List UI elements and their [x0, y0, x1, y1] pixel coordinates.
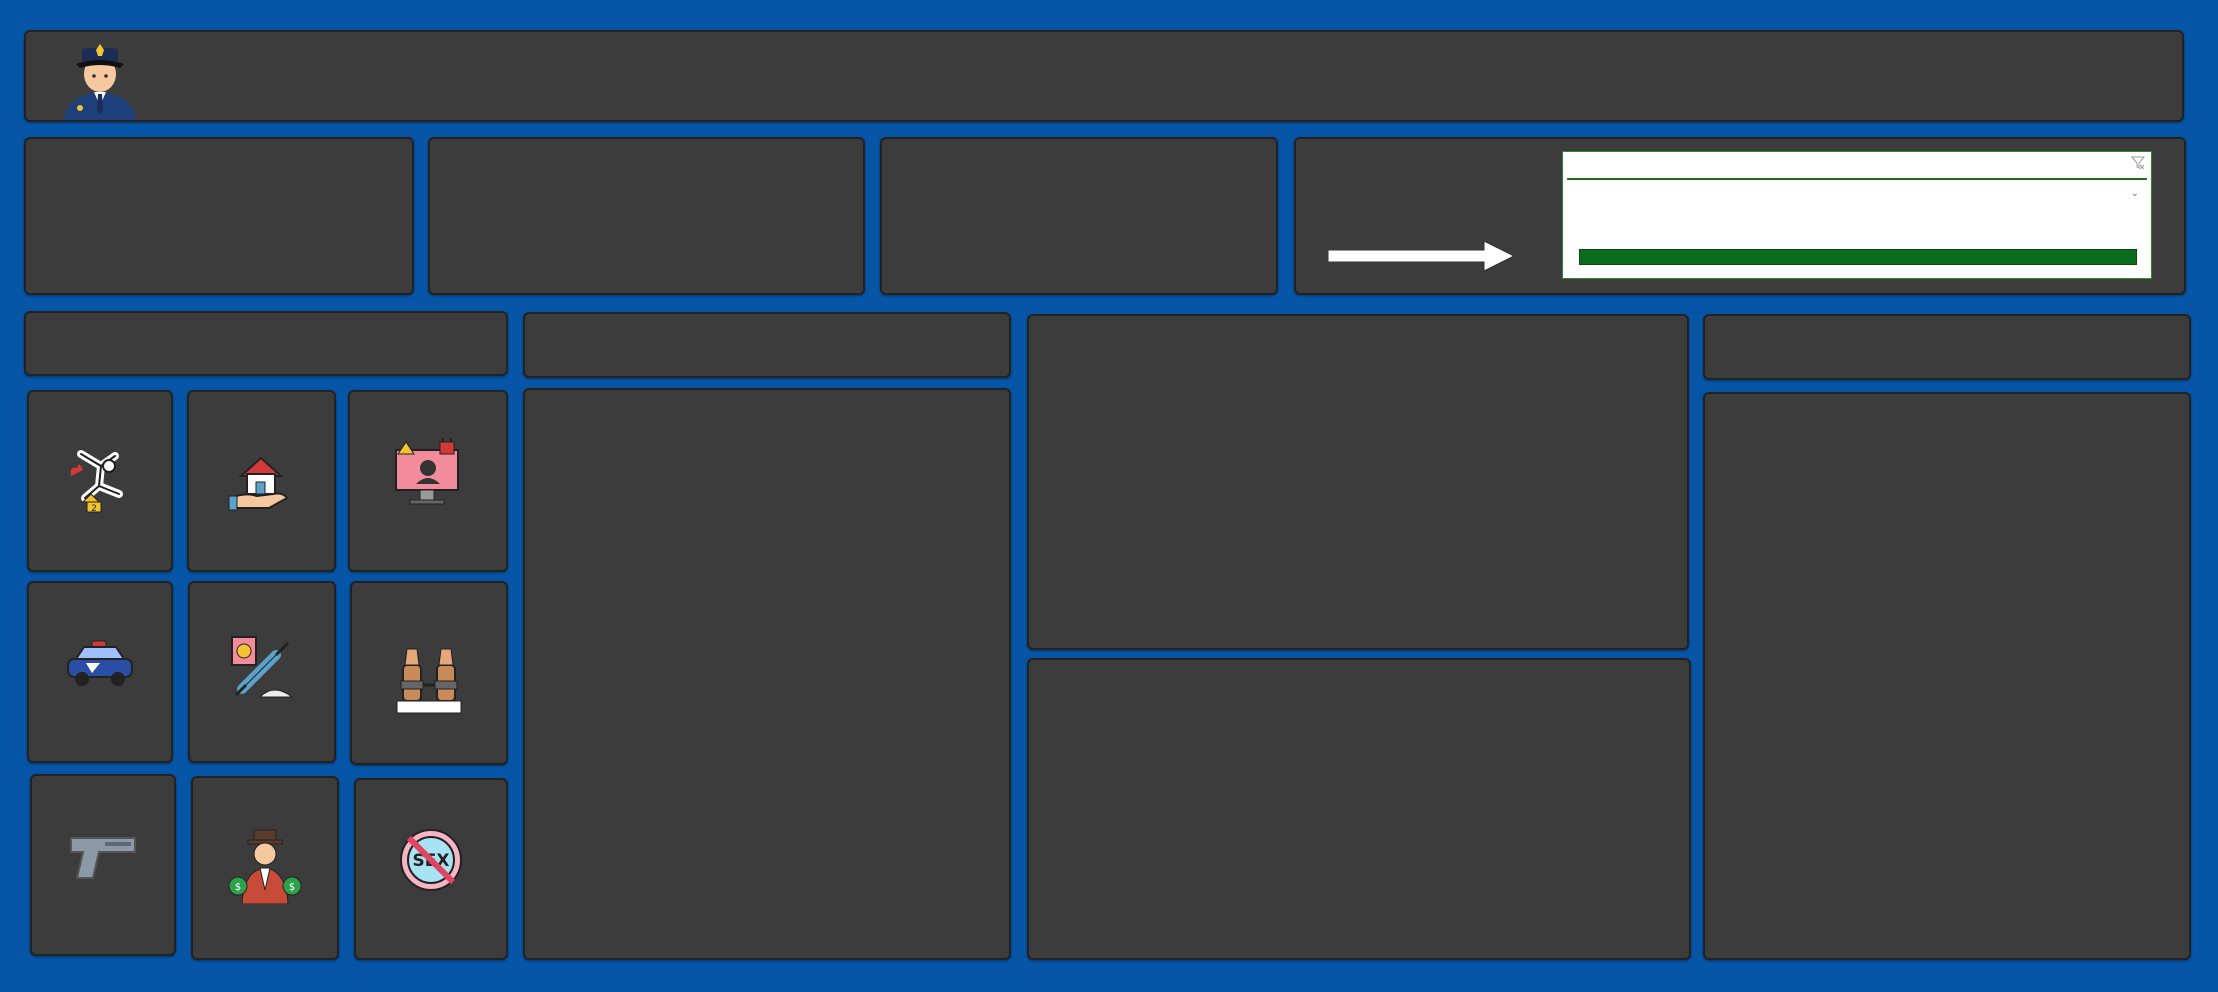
category-drugs-card	[188, 581, 336, 763]
kpi-felonies-ring	[256, 151, 388, 283]
kpi-violation-ring	[1130, 151, 1262, 283]
kpi-felonies-card	[24, 137, 414, 295]
svg-text:2: 2	[91, 504, 97, 514]
category-weapons-card	[30, 774, 176, 956]
kpi-misdemeanor-card	[428, 137, 865, 295]
arrow-right-icon	[1327, 240, 1516, 272]
slicer-divider	[1567, 178, 2147, 180]
category-traffic-card	[27, 581, 173, 763]
categories-title-box	[24, 311, 508, 376]
sex-chart-panel	[1027, 658, 1691, 960]
category-property-card	[187, 390, 336, 572]
slicer-unit-dropdown[interactable]: ⌄	[2130, 188, 2139, 199]
police-car-icon	[67, 640, 133, 686]
svg-text:$: $	[235, 882, 241, 893]
no-sex-icon: SEX	[400, 829, 462, 891]
race-pie-chart	[1137, 356, 1437, 646]
category-miscellaneous-card	[348, 390, 508, 572]
location-chart-panel	[523, 388, 1011, 960]
location-title-box	[523, 312, 1011, 378]
house-hand-icon	[228, 456, 288, 511]
category-fraud-card: $ $	[191, 776, 339, 960]
handcuffs-icon	[396, 648, 462, 714]
svg-text:$: $	[289, 882, 295, 893]
race-chart-panel	[1027, 314, 1689, 650]
computer-hacker-icon	[395, 438, 459, 505]
kpi-violation-card	[880, 137, 1278, 295]
category-violent-card: 2	[27, 390, 173, 572]
month-line-chart	[1705, 394, 2189, 958]
kpi-misdemeanor-ring	[715, 151, 847, 283]
location-bar-chart	[525, 390, 1009, 958]
filter-panel: ⌄	[1294, 137, 2186, 295]
clear-filter-icon[interactable]	[2131, 156, 2145, 170]
month-chart-panel	[1703, 392, 2191, 960]
sex-donut-chart	[1240, 710, 1480, 950]
gun-icon	[70, 837, 136, 879]
header-bar	[24, 30, 2184, 122]
police-officer-icon	[64, 44, 136, 120]
crime-scene-icon: 2	[70, 450, 123, 514]
slicer-timeline-bar[interactable]	[1579, 249, 2137, 265]
month-slicer[interactable]: ⌄	[1562, 151, 2152, 279]
category-other-offenses-card	[350, 581, 508, 765]
category-sex-card: SEX	[354, 778, 508, 960]
fraudster-icon: $ $	[228, 829, 302, 904]
month-title-box	[1703, 314, 2191, 380]
syringe-icon	[231, 636, 294, 698]
